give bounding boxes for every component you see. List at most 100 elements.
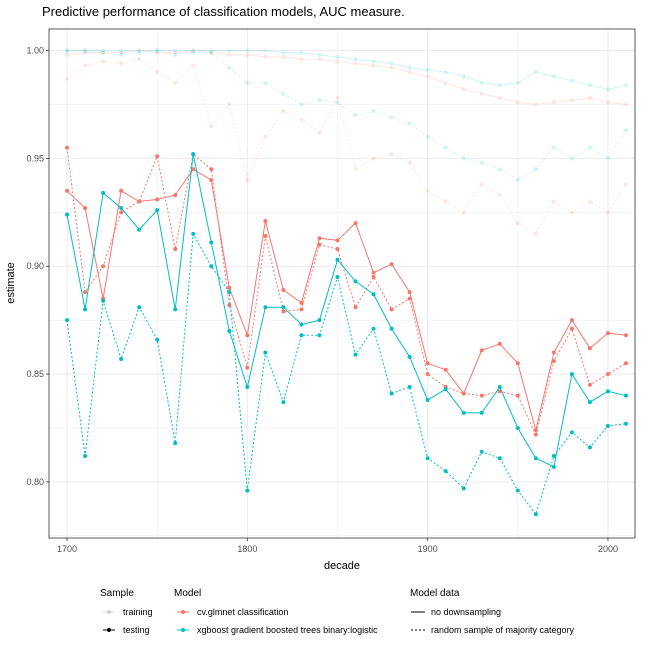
legend-title-model: Model (174, 588, 201, 599)
data-point (191, 231, 196, 236)
data-point (263, 48, 268, 53)
data-point (209, 50, 214, 55)
panel-border (48, 28, 636, 539)
data-point (155, 208, 160, 213)
data-point (281, 55, 286, 60)
series-line (66, 50, 627, 106)
data-point (479, 182, 484, 187)
data-point (155, 154, 160, 159)
data-point (443, 70, 448, 75)
data-point (173, 50, 178, 55)
series-training-glmnet-no-downsampling (65, 48, 628, 107)
data-point (479, 160, 484, 165)
chart-title: Predictive performance of classification… (42, 4, 405, 19)
data-point (587, 346, 592, 351)
data-point (317, 130, 322, 135)
data-point (155, 197, 160, 202)
data-point (65, 318, 70, 323)
data-point (623, 182, 628, 187)
data-point (425, 397, 430, 402)
data-point (101, 50, 106, 55)
data-point (551, 74, 556, 79)
data-point (155, 70, 160, 75)
plot-series (65, 48, 628, 517)
data-point (173, 52, 178, 57)
data-point (425, 67, 430, 72)
data-point (497, 341, 502, 346)
data-point (101, 48, 106, 53)
data-point (515, 100, 520, 105)
data-point (101, 298, 106, 303)
series-line (66, 147, 627, 437)
data-point (173, 48, 178, 53)
data-point (353, 221, 358, 226)
data-point (497, 385, 502, 390)
data-point (137, 57, 142, 62)
data-point (587, 382, 592, 387)
data-point (137, 48, 142, 53)
data-point (299, 307, 304, 312)
data-point (533, 428, 538, 433)
data-point (119, 61, 124, 66)
data-point (317, 318, 322, 323)
y-tick-label: 0.85 (26, 369, 44, 379)
data-point (497, 96, 502, 101)
data-point (533, 456, 538, 461)
series-training-xgboost-random-sample (65, 48, 628, 182)
data-point (515, 221, 520, 226)
data-point (443, 80, 448, 85)
data-point (479, 410, 484, 415)
data-point (371, 292, 376, 297)
data-point (317, 52, 322, 57)
data-point (227, 52, 232, 57)
data-point (299, 102, 304, 107)
data-point (533, 432, 538, 437)
data-point (443, 367, 448, 372)
data-point (245, 488, 250, 493)
data-point (155, 48, 160, 53)
legend-key-xgboost-point (181, 628, 185, 632)
data-point (425, 361, 430, 366)
legend-label-random-sample: random sample of majority category (431, 625, 575, 635)
data-point (371, 63, 376, 68)
data-point (569, 98, 574, 103)
legend-label-xgboost: xgboost gradient boosted trees binary:lo… (197, 625, 378, 635)
series-testing-glmnet-random-sample (65, 145, 628, 437)
data-point (263, 234, 268, 239)
data-point (101, 50, 106, 55)
data-point (587, 96, 592, 101)
data-point (551, 359, 556, 364)
data-point (263, 80, 268, 85)
data-point (335, 96, 340, 101)
data-point (371, 270, 376, 275)
data-point (425, 74, 430, 79)
data-point (407, 354, 412, 359)
y-tick-label: 0.80 (26, 477, 44, 487)
data-point (569, 372, 574, 377)
data-point (407, 160, 412, 165)
data-point (461, 87, 466, 92)
data-point (443, 199, 448, 204)
data-point (335, 257, 340, 262)
grid-lines (49, 29, 635, 538)
data-point (623, 421, 628, 426)
data-point (569, 430, 574, 435)
data-point (443, 145, 448, 150)
data-point (335, 275, 340, 280)
data-point (65, 48, 70, 53)
data-point (533, 231, 538, 236)
data-point (227, 48, 232, 53)
data-point (569, 78, 574, 83)
data-point (83, 63, 88, 68)
data-point (497, 83, 502, 88)
series-testing-xgboost-random-sample (65, 231, 628, 517)
data-point (569, 326, 574, 331)
data-point (461, 486, 466, 491)
data-point (623, 333, 628, 338)
data-point (245, 385, 250, 390)
data-point (281, 108, 286, 113)
data-point (389, 65, 394, 70)
legend: Sample training testing Model cv.glmnet … (100, 588, 575, 635)
data-point (227, 285, 232, 290)
data-point (569, 318, 574, 323)
